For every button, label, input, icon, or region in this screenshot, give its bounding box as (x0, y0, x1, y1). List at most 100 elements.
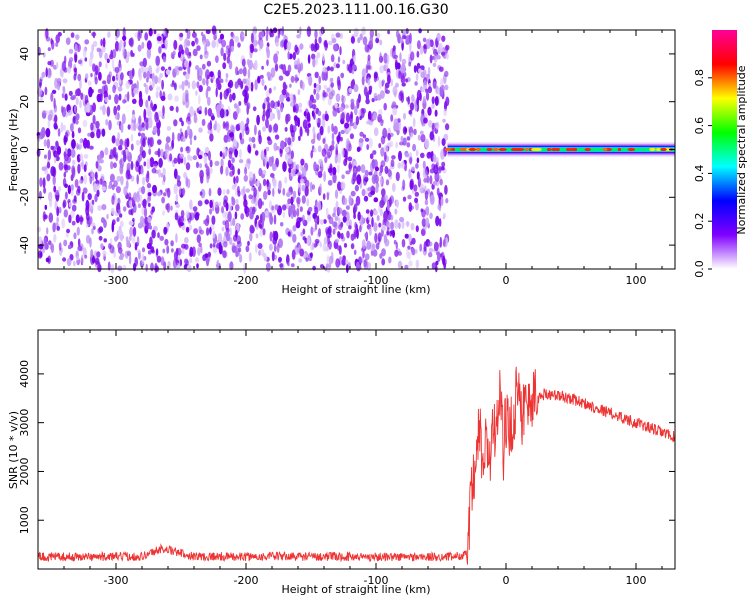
spectrogram-cell (432, 181, 438, 186)
spectrogram-cell (82, 187, 88, 194)
spectrogram-cell (409, 41, 412, 53)
spectrogram-cell (235, 203, 240, 212)
spectrogram-cell (364, 44, 370, 53)
spectrogram-cell (41, 166, 47, 171)
spectrogram-cell (196, 69, 200, 80)
spectrogram-cell (345, 170, 351, 175)
spectrogram-cell (420, 71, 426, 79)
spectrogram-cell (410, 132, 414, 138)
spectrogram-cell (287, 51, 290, 60)
spectrogram-cell (123, 40, 126, 48)
spectrogram-cell (439, 253, 443, 258)
spectrogram-cell (364, 137, 370, 142)
spectrogram-cell (298, 258, 303, 263)
spectrogram-cell (163, 192, 167, 197)
spectrogram-cell (194, 257, 200, 263)
spectrogram-cell (326, 151, 331, 159)
spectrogram-cell (295, 220, 301, 229)
spectrogram-cell (63, 164, 68, 171)
spectrogram-cell (274, 254, 277, 260)
spectrogram-cell (147, 216, 152, 223)
spectrogram-cell (112, 162, 117, 169)
spectrogram-cell (148, 148, 152, 156)
spectrogram-cell (51, 89, 57, 94)
spectrogram-cell (84, 254, 88, 259)
spectrogram-cell (400, 135, 404, 143)
spectrogram-cell (269, 214, 274, 225)
spectrogram-cell (376, 215, 380, 222)
spectrogram-cell (314, 238, 320, 244)
spectrogram-cell (49, 59, 55, 67)
spectrogram-cell (134, 256, 138, 267)
spectrogram-cell (264, 85, 267, 91)
spectrogram-cell (369, 226, 372, 236)
spectrogram-cell (331, 132, 335, 141)
spectrogram-cell (45, 110, 49, 115)
x-tick-label: 0 (503, 574, 510, 587)
spectrogram-cell (251, 136, 256, 143)
spectrogram-cell (318, 228, 321, 237)
spectrogram-cell (157, 139, 162, 146)
spectrogram-cell (201, 118, 206, 127)
spectrogram-cell (372, 112, 377, 121)
spectrogram-cell (303, 111, 307, 117)
spectrogram-cell (332, 212, 336, 218)
spectrogram-cell (85, 212, 90, 221)
spectrogram-cell (370, 190, 375, 196)
spectrogram-cell (428, 120, 433, 128)
spectrogram-cell (265, 45, 269, 54)
spectrogram-cell (307, 122, 311, 128)
spectrogram-cell (169, 153, 173, 162)
spectrogram-cell (217, 187, 222, 196)
spectrogram-cell (284, 126, 288, 132)
spectrogram-cell (154, 262, 158, 274)
spectrogram-cell (114, 196, 118, 206)
spectrogram-signal-peak (584, 147, 591, 152)
spectrogram-cell (311, 98, 317, 104)
spectrogram-cell (157, 127, 161, 137)
spectrogram-cell (437, 135, 441, 147)
spectrogram-cell (394, 208, 398, 215)
spectrogram-cell (392, 107, 398, 116)
spectrogram-cell (209, 199, 213, 209)
snr-frame (37, 329, 676, 570)
spectrogram-cell (289, 83, 292, 88)
spectrogram-cell (408, 260, 413, 268)
spectrogram-cell (424, 190, 429, 201)
spectrogram-cell (232, 111, 238, 120)
spectrogram-cell (159, 72, 163, 79)
spectrogram-cell (201, 31, 204, 37)
spectrogram-cell (81, 191, 85, 202)
spectrogram-signal-peak (656, 147, 661, 152)
spectrogram-cell (438, 66, 444, 72)
spectrogram-cell (341, 147, 345, 158)
spectrogram-cell (118, 93, 122, 101)
spectrogram-cell (419, 130, 424, 135)
spectrogram-cell (41, 110, 47, 118)
spectrogram-cell (306, 115, 311, 123)
spectrogram-cell (100, 243, 104, 250)
spectrogram-cell (39, 177, 43, 187)
spectrogram-cell (383, 151, 387, 162)
spectrogram-cell (199, 191, 203, 196)
spectrogram-cell (138, 90, 142, 99)
spectrogram-cell (394, 90, 397, 98)
spectrogram-cell (357, 37, 361, 44)
spectrogram-signal-peak (510, 147, 518, 152)
spectrogram-cell (92, 114, 96, 125)
spectrogram-cell (138, 124, 143, 132)
spectrogram-cell (74, 43, 78, 55)
spectrogram-cell (240, 81, 244, 89)
spectrogram-cell (334, 102, 338, 108)
spectrogram-cell (431, 96, 435, 105)
spectrogram-cell (435, 215, 440, 227)
spectrogram-cell (393, 239, 397, 245)
spectrogram-cell (368, 85, 373, 91)
snr-x-label: Height of straight line (km) (281, 583, 430, 596)
spectrogram-cell (84, 94, 89, 105)
spectrogram-cell (79, 138, 83, 149)
spectrogram-cell (56, 81, 61, 91)
spectrogram-cell (408, 171, 413, 179)
spectrogram-cell (353, 55, 356, 63)
spectrogram-cell (401, 238, 406, 248)
